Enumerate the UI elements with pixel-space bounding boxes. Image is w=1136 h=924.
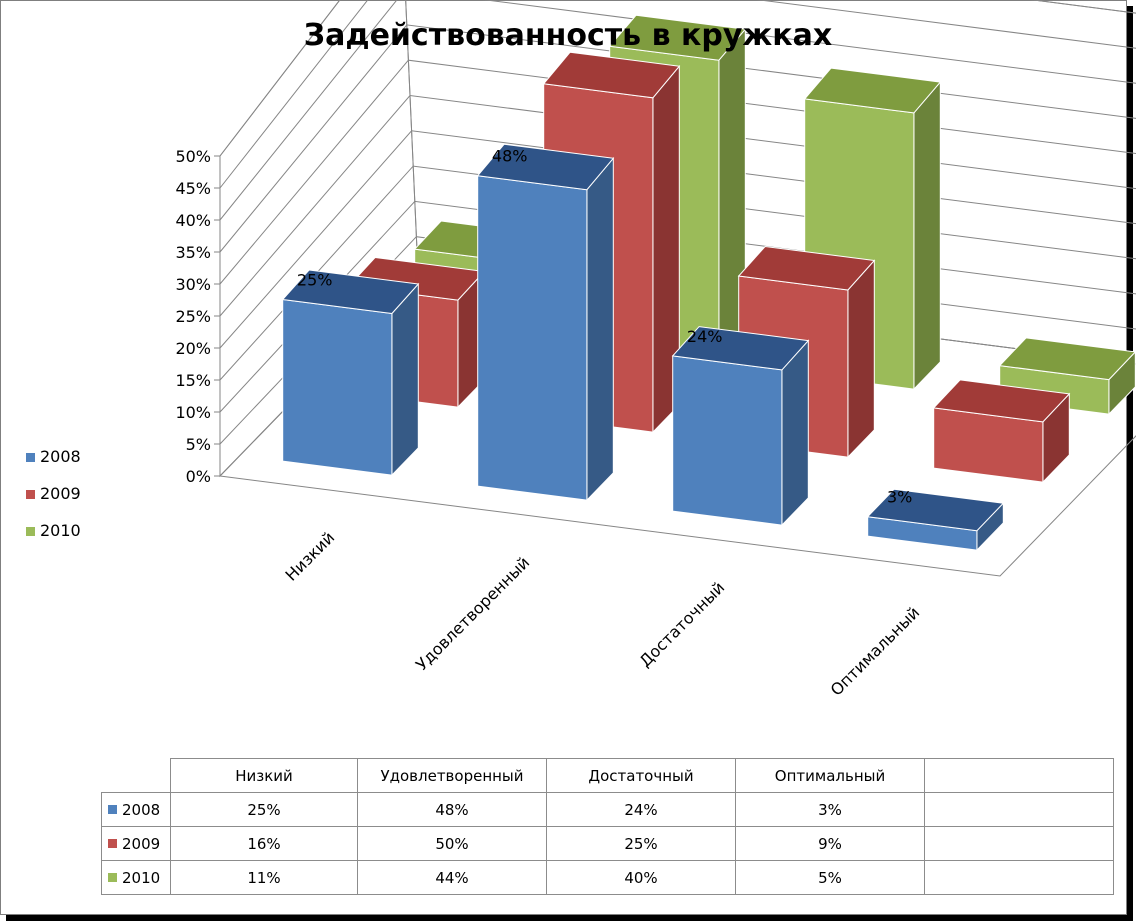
y-tick-label: 0% <box>186 467 211 486</box>
table-empty-cell <box>924 758 1114 793</box>
table-series-name: 2010 <box>122 868 161 887</box>
table-row-head: 2010 <box>101 860 171 895</box>
y-tick-label: 30% <box>175 275 211 294</box>
bar-side-2009-2 <box>847 259 875 459</box>
table-cell: 25% <box>170 792 358 827</box>
data-label-2008-1: 48% <box>492 147 528 166</box>
bar-top-2008-2 <box>671 326 810 371</box>
y-tick-label: 25% <box>175 307 211 326</box>
table-row: 2008 25% 48% 24% 3% <box>101 792 1114 827</box>
legend-label: 2010 <box>40 521 81 540</box>
table-row: 2009 16% 50% 25% 9% <box>101 826 1114 861</box>
bar-2008-0 <box>282 298 393 476</box>
category-label-1: Удовлетворенный <box>412 553 533 674</box>
data-label-2008-0: 25% <box>297 270 333 289</box>
bar-side-2010-2 <box>913 80 941 391</box>
bar-side-2008-0 <box>391 282 419 477</box>
bar-side-2008-2 <box>781 339 809 527</box>
y-tick-label: 45% <box>175 179 211 198</box>
table-corner-cell <box>101 758 171 793</box>
table-cell: 16% <box>170 826 358 861</box>
table-empty-cell <box>924 792 1114 827</box>
bar-2008-1 <box>477 175 588 501</box>
bar-top-2010-1 <box>608 14 747 61</box>
table-header-row: Низкий Удовлетворенный Достаточный Оптималь… <box>101 758 1114 793</box>
chart-title: Задействованность в кружках <box>303 18 833 53</box>
legend-swatch <box>26 527 35 536</box>
table-cell: 44% <box>357 860 547 895</box>
table-swatch <box>108 872 117 882</box>
table-header-cell: Достаточный <box>546 758 736 793</box>
legend-swatch <box>26 490 35 499</box>
y-tick-label: 15% <box>175 371 211 390</box>
bar-side-2008-1 <box>586 156 614 502</box>
table-cell: 50% <box>357 826 547 861</box>
table-swatch <box>108 838 117 848</box>
gridline <box>219 0 1136 189</box>
bar-top-2010-2 <box>803 67 942 114</box>
bar-top-2009-3 <box>932 379 1071 423</box>
category-label-2: Достаточный <box>636 578 729 671</box>
table-row: 2010 11% 44% 40% 5% <box>101 860 1114 895</box>
table-cell: 9% <box>735 826 925 861</box>
y-tick-label: 35% <box>175 243 211 262</box>
legend-label: 2009 <box>40 484 81 503</box>
table-swatch <box>108 804 117 814</box>
table-series-name: 2009 <box>122 834 161 853</box>
bar-top-2010-3 <box>998 337 1136 381</box>
data-label-2008-3: 3% <box>887 488 912 507</box>
table-cell: 40% <box>546 860 736 895</box>
table-header-cell: Удовлетворенный <box>357 758 547 793</box>
table-header-cell: Оптимальный <box>735 758 925 793</box>
data-label-2008-2: 24% <box>687 327 723 346</box>
y-tick-label: 10% <box>175 403 211 422</box>
y-tick-label: 5% <box>186 435 211 454</box>
table-cell: 11% <box>170 860 358 895</box>
bar-top-2009-1 <box>542 51 681 99</box>
category-label-3: Оптимальный <box>827 603 924 700</box>
table-cell: 5% <box>735 860 925 895</box>
gridline <box>219 0 1136 221</box>
table-row-head: 2009 <box>101 826 171 861</box>
y-tick-label: 50% <box>175 147 211 166</box>
legend-label: 2008 <box>40 447 81 466</box>
table-series-name: 2008 <box>122 800 161 819</box>
y-tick-label: 40% <box>175 211 211 230</box>
legend-swatch <box>26 453 35 462</box>
bar-top-2008-0 <box>281 269 420 315</box>
table-empty-cell <box>924 860 1114 895</box>
bar-2008-2 <box>672 355 783 526</box>
category-label-0: Низкий <box>281 528 338 585</box>
bar-top-2008-3 <box>866 488 1005 532</box>
table-empty-cell <box>924 826 1114 861</box>
table-cell: 48% <box>357 792 547 827</box>
table-cell: 24% <box>546 792 736 827</box>
gridline <box>219 0 1136 157</box>
table-cell: 25% <box>546 826 736 861</box>
table-header-cell: Низкий <box>170 758 358 793</box>
data-table: Низкий Удовлетворенный Достаточный Оптималь… <box>101 758 1114 895</box>
table-row-head: 2008 <box>101 792 171 827</box>
y-tick-label: 20% <box>175 339 211 358</box>
table-cell: 3% <box>735 792 925 827</box>
bar-top-2008-1 <box>476 143 615 191</box>
bar-top-2009-2 <box>737 245 876 291</box>
